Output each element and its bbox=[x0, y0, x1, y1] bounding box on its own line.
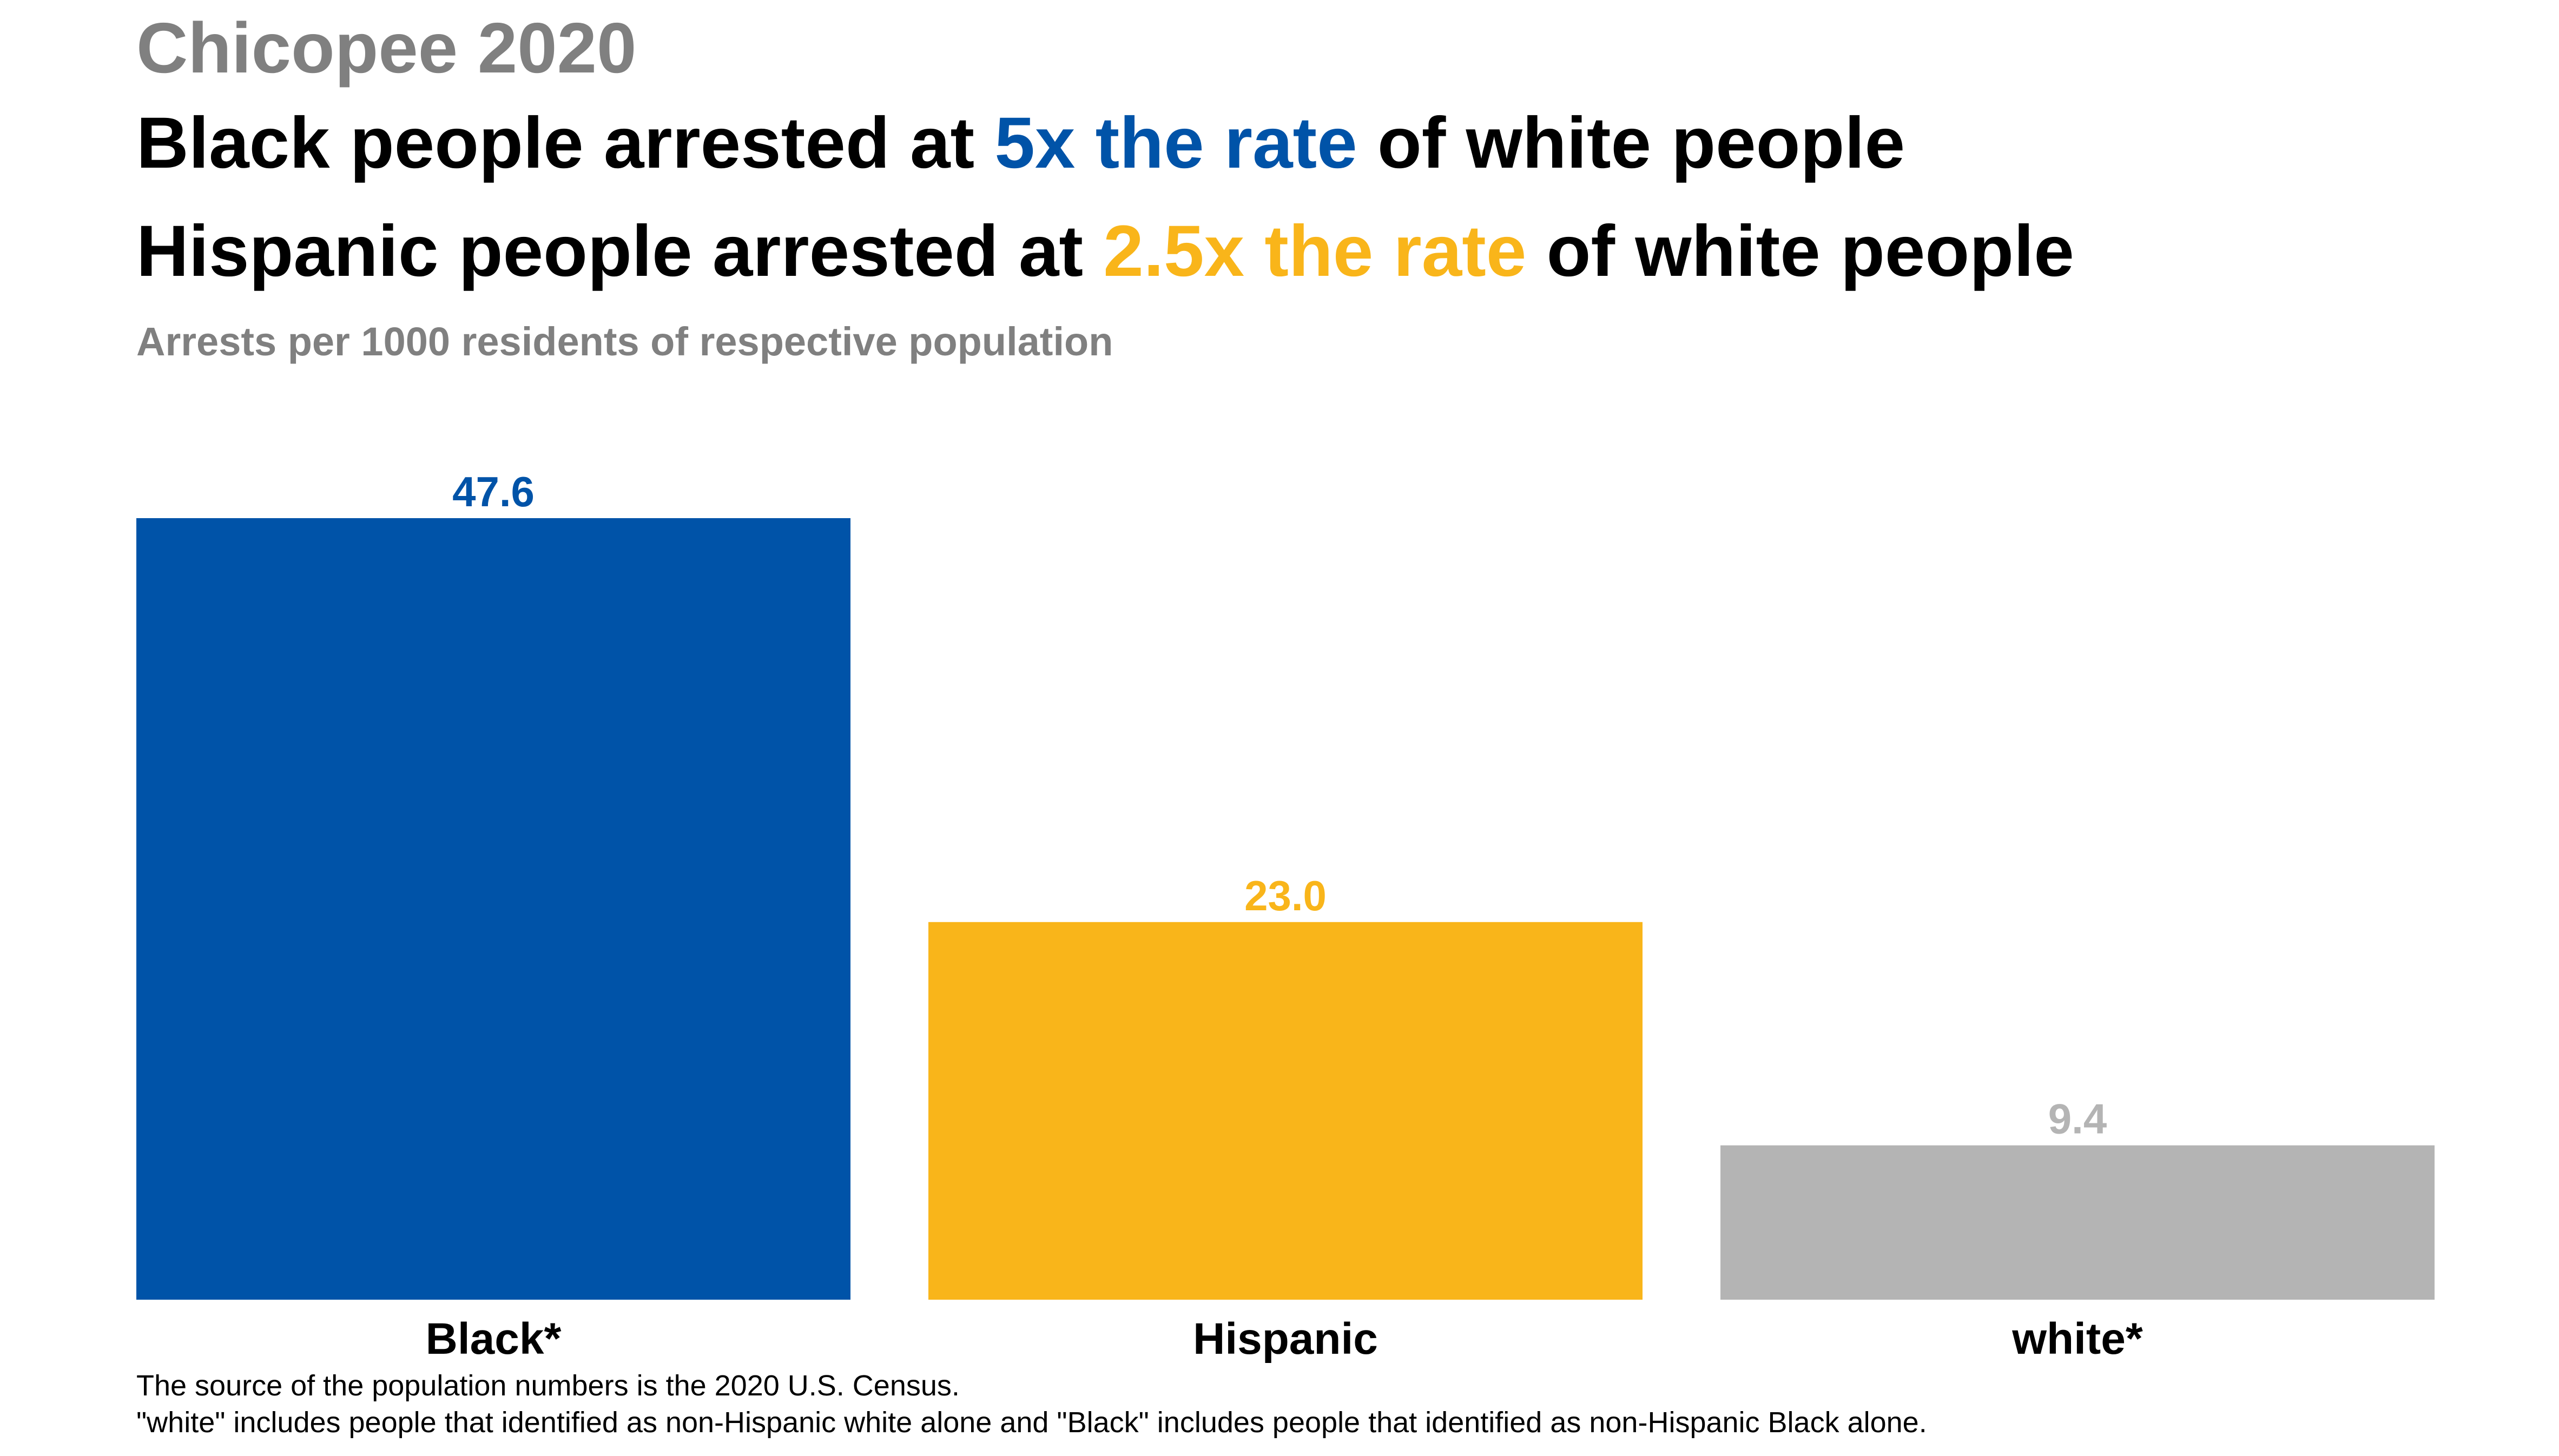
headline-1-after: of white people bbox=[1357, 103, 1905, 183]
headline-line-1: Black people arrested at 5x the rate of … bbox=[136, 100, 1905, 187]
headline-2-after: of white people bbox=[1526, 211, 2074, 292]
category-label-hispanic: Hispanic bbox=[1193, 1314, 1378, 1364]
footnote-definitions: "white" includes people that identified … bbox=[136, 1406, 1927, 1439]
value-label-black: 47.6 bbox=[452, 468, 535, 515]
headline-line-2: Hispanic people arrested at 2.5x the rat… bbox=[136, 208, 2074, 295]
headline-2-highlight: 2.5x the rate bbox=[1103, 211, 1527, 292]
category-label-black: Black* bbox=[426, 1314, 562, 1364]
headline-2-before: Hispanic people arrested at bbox=[136, 211, 1104, 292]
footnote-source: The source of the population numbers is … bbox=[136, 1369, 960, 1402]
headline-1-before: Black people arrested at bbox=[136, 103, 995, 183]
value-label-hispanic: 23.0 bbox=[1244, 872, 1327, 919]
chart-subtitle: Arrests per 1000 residents of respective… bbox=[136, 319, 1113, 364]
headline-1-highlight: 5x the rate bbox=[994, 103, 1357, 183]
value-label-white: 9.4 bbox=[2048, 1095, 2107, 1143]
bar-hispanic bbox=[928, 922, 1643, 1300]
category-label-white: white* bbox=[2011, 1314, 2143, 1364]
chart-kicker: Chicopee 2020 bbox=[136, 8, 637, 88]
bar-white bbox=[1720, 1145, 2435, 1300]
bar-black bbox=[136, 518, 850, 1300]
